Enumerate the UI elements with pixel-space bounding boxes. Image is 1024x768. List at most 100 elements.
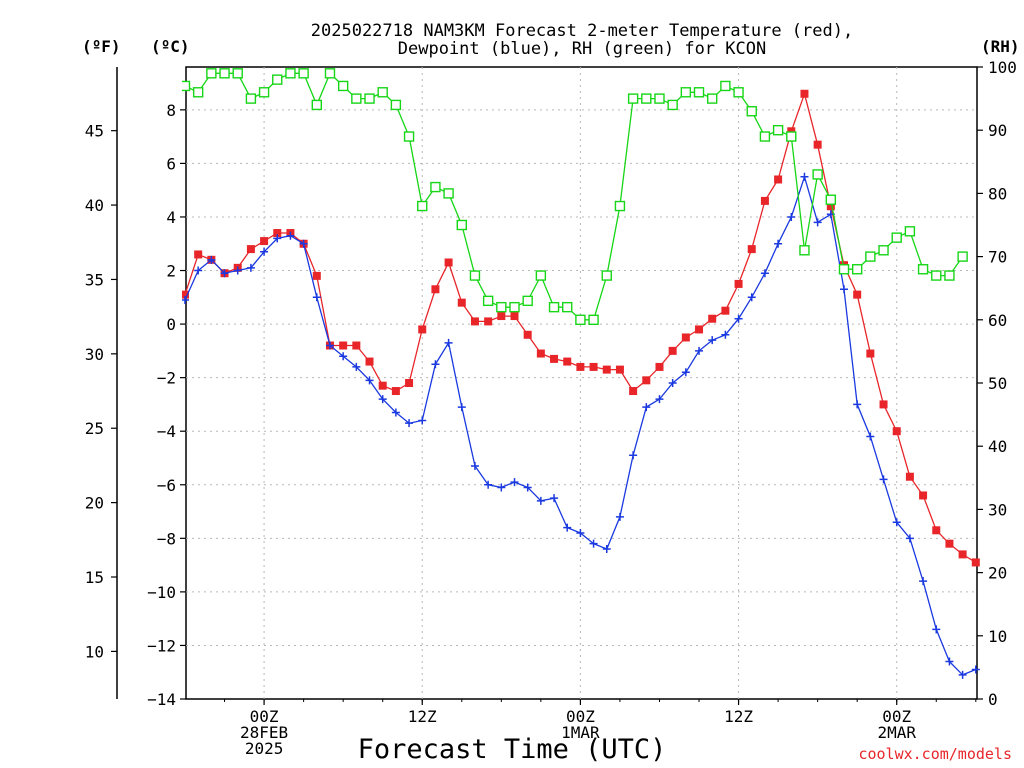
celsius-tick-label: 0 — [166, 315, 176, 334]
rh-point — [825, 194, 837, 205]
dewpoint-point — [444, 338, 453, 347]
rh-point — [746, 106, 757, 117]
dewpoint-point — [470, 462, 479, 471]
2-meter-temperature-point — [365, 357, 374, 366]
rh-tick-label: 80 — [988, 184, 1007, 203]
rh-point — [298, 68, 309, 79]
rh-point — [403, 131, 415, 142]
2-meter-temperature-point — [405, 379, 414, 387]
dewpoint-point — [708, 336, 717, 345]
rh-point — [430, 181, 441, 193]
celsius-tick-label: 4 — [166, 208, 176, 227]
dewpoint-point — [233, 266, 242, 275]
celsius-tick-label: −6 — [157, 476, 176, 495]
axis-ticks: 86420−2−4−6−8−10−12−14454035302520151010… — [85, 58, 1017, 758]
fahrenheit-tick-label: 10 — [85, 642, 104, 661]
rh-point — [917, 264, 929, 275]
dewpoint-point — [457, 403, 466, 412]
2-meter-temperature-point — [576, 362, 585, 371]
2-meter-temperature-point — [615, 365, 624, 374]
2-meter-temperature-point — [747, 245, 756, 254]
dewpoint-point — [589, 539, 598, 548]
dewpoint-point — [945, 657, 954, 666]
rh-tick-label: 90 — [988, 121, 1007, 140]
2-meter-temperature-point — [497, 312, 506, 321]
x-tick-label: 00Z — [882, 707, 911, 726]
rh-point — [206, 68, 217, 79]
dewpoint-point — [391, 408, 400, 417]
dewpoint-point — [642, 403, 651, 412]
rh-point — [311, 99, 322, 111]
dewpoint-point — [510, 478, 519, 487]
rh-point — [443, 188, 454, 199]
2-meter-temperature-point — [971, 558, 980, 567]
dewpoint-point — [919, 577, 928, 586]
x-tick-label: 12Z — [724, 707, 753, 726]
rh-point — [865, 251, 876, 262]
dewpoint-point — [352, 362, 361, 371]
dewpoint-point — [800, 172, 809, 181]
2-meter-temperature-point — [787, 127, 796, 136]
2-meter-temperature-point — [945, 539, 954, 548]
celsius-tick-label: 6 — [166, 154, 176, 173]
rh-point — [904, 226, 916, 237]
fahrenheit-tick-label: 45 — [85, 122, 104, 141]
dewpoint-point — [958, 670, 967, 679]
2-meter-temperature-point — [642, 376, 651, 385]
dewpoint-point — [536, 496, 545, 505]
rh-point — [509, 301, 520, 313]
2-meter-temperature-point — [418, 325, 427, 334]
celsius-tick-label: −4 — [157, 422, 176, 441]
rh-line — [184, 72, 964, 321]
x-tick-label: 00Z — [566, 707, 595, 726]
2-meter-temperature-point — [444, 258, 453, 267]
rh-point — [351, 93, 362, 104]
celsius-tick-label: −8 — [157, 529, 176, 548]
dewpoint-point — [207, 255, 216, 264]
dewpoint-point — [668, 379, 677, 387]
dewpoint-point — [734, 314, 743, 323]
dewpoint-point — [365, 376, 374, 385]
2-meter-temperature-point — [813, 140, 822, 149]
rh-point — [324, 68, 336, 79]
2-meter-temperature-point — [563, 357, 572, 366]
2-meter-temperature-point — [932, 526, 941, 535]
2-meter-temperature-point — [378, 381, 387, 390]
fahrenheit-tick-label: 15 — [85, 568, 104, 587]
dewpoint-line — [184, 174, 977, 676]
dewpoint-point — [497, 483, 506, 492]
2-meter-temperature-point — [589, 362, 598, 371]
dewpoint-point — [286, 231, 295, 240]
2-meter-temperature-point — [958, 550, 967, 559]
2-meter-temperature-point — [774, 175, 783, 184]
rh-point — [733, 87, 744, 98]
2-meter-temperature-point — [602, 365, 611, 374]
celsius-tick-label: −14 — [147, 690, 176, 709]
fahrenheit-tick-label: 25 — [85, 419, 104, 438]
2-meter-temperature-point — [312, 271, 321, 280]
2-meter-temperature-point — [853, 290, 862, 299]
x-tick-label: 2025 — [245, 739, 284, 758]
dewpoint-point — [194, 266, 203, 275]
rh-point — [786, 131, 797, 142]
rh-point — [390, 99, 402, 111]
celsius-tick-label: −2 — [157, 369, 176, 388]
2-meter-temperature-point — [681, 333, 690, 342]
rh-point — [496, 301, 507, 313]
rh-point — [245, 93, 257, 104]
dewpoint-point — [378, 395, 387, 404]
2-meter-temperature-point — [470, 317, 479, 326]
rh-point — [759, 131, 771, 142]
dewpoint-point — [260, 247, 269, 256]
2-meter-temperature-point — [484, 317, 493, 326]
rh-point — [799, 245, 810, 256]
rh-point — [944, 270, 955, 281]
rh-point — [548, 301, 560, 313]
rh-point — [891, 232, 902, 243]
dewpoint-point — [760, 269, 769, 278]
2-meter-temperature-point — [629, 387, 638, 396]
dewpoint-point — [655, 395, 664, 404]
dewpoint-point — [747, 293, 756, 302]
rh-point — [562, 301, 573, 313]
